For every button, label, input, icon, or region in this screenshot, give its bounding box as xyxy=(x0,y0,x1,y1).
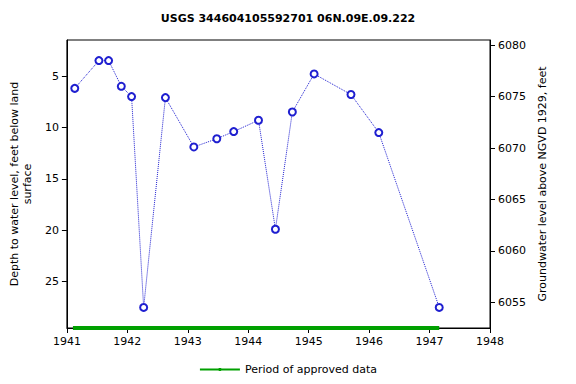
svg-text:6065: 6065 xyxy=(498,193,526,206)
svg-text:1941: 1941 xyxy=(53,335,81,348)
svg-text:10: 10 xyxy=(45,121,59,134)
svg-text:6070: 6070 xyxy=(498,142,526,155)
svg-text:1948: 1948 xyxy=(476,335,504,348)
svg-text:25: 25 xyxy=(45,275,59,288)
svg-text:1947: 1947 xyxy=(416,335,444,348)
svg-text:15: 15 xyxy=(45,172,59,185)
svg-text:Period of approved data: Period of approved data xyxy=(245,363,377,376)
svg-text:1944: 1944 xyxy=(234,335,262,348)
svg-text:6075: 6075 xyxy=(498,90,526,103)
svg-text:USGS 344604105592701 06N.09E.0: USGS 344604105592701 06N.09E.09.222 xyxy=(161,12,415,25)
svg-text:1943: 1943 xyxy=(174,335,202,348)
svg-text:Groundwater level above NGVD 1: Groundwater level above NGVD 1929, feet xyxy=(536,66,549,302)
svg-text:6080: 6080 xyxy=(498,39,526,52)
svg-text:6060: 6060 xyxy=(498,244,526,257)
svg-text:1942: 1942 xyxy=(113,335,141,348)
svg-text:1946: 1946 xyxy=(355,335,383,348)
svg-text:6055: 6055 xyxy=(498,296,526,309)
svg-text:1945: 1945 xyxy=(295,335,323,348)
svg-text:Depth to water level, feet bel: Depth to water level, feet below land xyxy=(8,82,21,287)
svg-text:20: 20 xyxy=(45,224,59,237)
svg-text:5: 5 xyxy=(52,70,59,83)
svg-text:surface: surface xyxy=(21,163,34,204)
